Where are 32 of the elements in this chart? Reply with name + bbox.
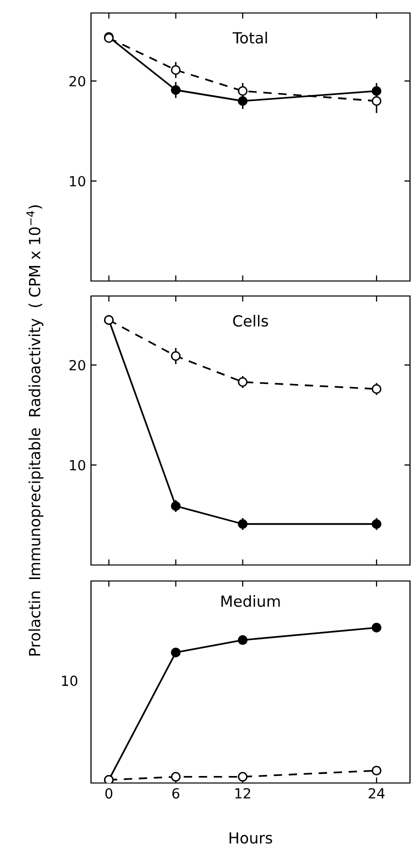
point	[372, 86, 382, 96]
x-tick-label: 6	[172, 788, 180, 799]
point	[372, 96, 382, 106]
y-tick-label: 10	[70, 460, 86, 470]
y-tick-label: 20	[69, 76, 86, 86]
point	[238, 519, 248, 529]
chart-title: Medium	[221, 595, 280, 607]
y-axis-title: Prolactin Immunoprecipitable Radioactivity ( CPM x 10$^{−4}$)	[26, 205, 44, 656]
point	[170, 85, 181, 95]
text: Total	[232, 32, 267, 44]
point	[238, 635, 248, 645]
x-tick-label: 12	[235, 788, 250, 798]
text: Cells	[233, 314, 268, 327]
text: 10	[62, 676, 78, 686]
point	[372, 384, 382, 394]
point	[170, 351, 181, 361]
point	[170, 65, 181, 75]
point	[372, 766, 382, 776]
point	[238, 86, 248, 96]
x-axis-title: Hours	[230, 832, 272, 844]
point	[170, 772, 181, 782]
point	[372, 622, 382, 632]
point	[238, 772, 248, 782]
point	[170, 501, 181, 511]
y-tick-label: 20	[69, 360, 86, 370]
point	[170, 648, 181, 658]
point	[372, 519, 382, 529]
point	[238, 96, 248, 106]
y-tick-label: 10	[70, 176, 86, 186]
x-tick-label: 24	[368, 788, 385, 798]
x-tick-label: 0	[105, 788, 112, 799]
point	[238, 377, 248, 387]
